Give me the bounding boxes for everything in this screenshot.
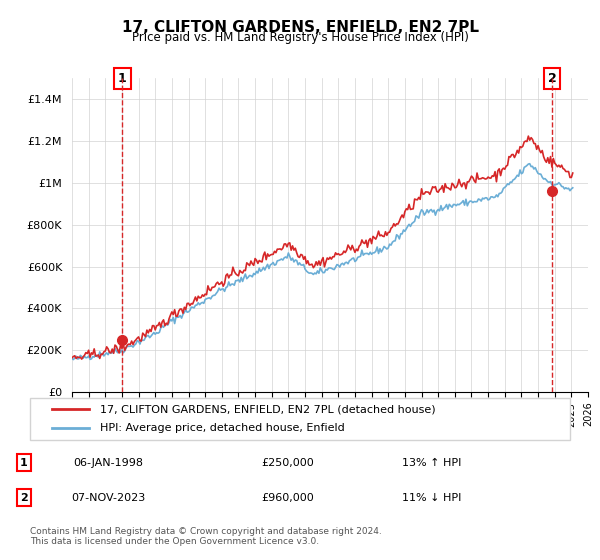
Text: £250,000: £250,000 bbox=[262, 458, 314, 468]
Text: 13% ↑ HPI: 13% ↑ HPI bbox=[403, 458, 461, 468]
Text: Price paid vs. HM Land Registry's House Price Index (HPI): Price paid vs. HM Land Registry's House … bbox=[131, 31, 469, 44]
Text: 07-NOV-2023: 07-NOV-2023 bbox=[71, 493, 145, 503]
Text: 17, CLIFTON GARDENS, ENFIELD, EN2 7PL (detached house): 17, CLIFTON GARDENS, ENFIELD, EN2 7PL (d… bbox=[100, 404, 436, 414]
Text: 1: 1 bbox=[20, 458, 28, 468]
Text: 17, CLIFTON GARDENS, ENFIELD, EN2 7PL: 17, CLIFTON GARDENS, ENFIELD, EN2 7PL bbox=[121, 20, 479, 35]
Text: 06-JAN-1998: 06-JAN-1998 bbox=[73, 458, 143, 468]
Text: £960,000: £960,000 bbox=[262, 493, 314, 503]
Text: Contains HM Land Registry data © Crown copyright and database right 2024.
This d: Contains HM Land Registry data © Crown c… bbox=[30, 526, 382, 546]
Text: 2: 2 bbox=[20, 493, 28, 503]
Text: 2: 2 bbox=[548, 72, 557, 85]
Text: 11% ↓ HPI: 11% ↓ HPI bbox=[403, 493, 461, 503]
Text: 1: 1 bbox=[118, 72, 127, 85]
Text: HPI: Average price, detached house, Enfield: HPI: Average price, detached house, Enfi… bbox=[100, 423, 345, 433]
FancyBboxPatch shape bbox=[30, 398, 570, 440]
